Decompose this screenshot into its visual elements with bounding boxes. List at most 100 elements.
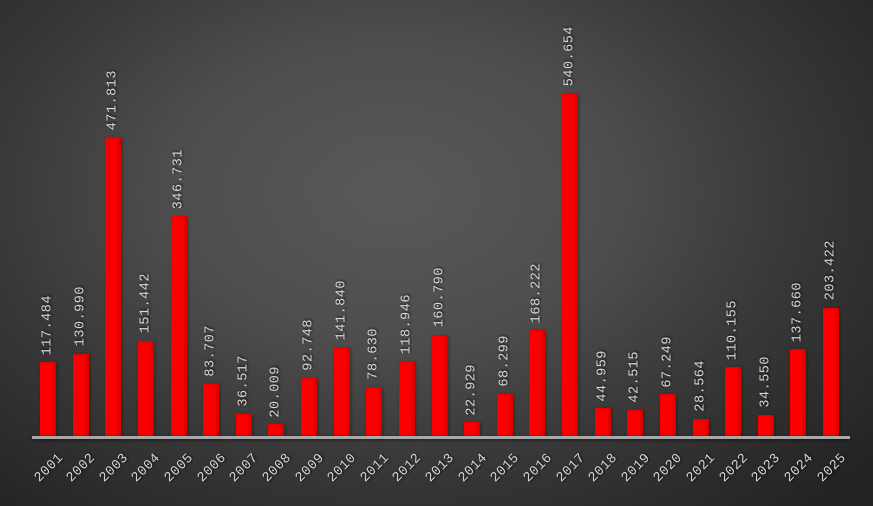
bar-value-label: 83.707	[203, 325, 219, 377]
x-tick-label: 2005	[162, 451, 198, 486]
bar-slot: 67.249	[659, 92, 676, 437]
bar-2010	[333, 346, 350, 437]
bar-2022	[725, 366, 742, 437]
x-tick-label: 2025	[814, 451, 850, 486]
bar-slot: 117.484	[40, 92, 56, 437]
bar-value-label: 203.422	[823, 240, 839, 301]
bar-slot: 22.929	[464, 92, 481, 437]
bar-slot: 141.840	[333, 92, 350, 437]
year-slot: 2015	[488, 438, 523, 506]
year-slot: 2025	[815, 438, 850, 506]
bar-slot: 28.564	[692, 92, 709, 437]
year-slot: 2001	[32, 438, 67, 506]
x-tick-label: 2020	[651, 451, 687, 486]
bar-value-label: 160.790	[432, 267, 447, 328]
bar-slot: 130.990	[72, 92, 89, 437]
x-tick-label: 2018	[586, 451, 622, 486]
bar-slot: 346.731	[170, 92, 187, 437]
x-tick-label: 2023	[749, 451, 785, 486]
bar-value-label: 130.990	[73, 286, 89, 347]
bar-2019	[627, 409, 644, 437]
x-tick-label: 2009	[292, 451, 328, 486]
plot-area: 117.484 130.990 471.813 151.442 346.731 83.70…	[40, 26, 839, 437]
x-tick-label: 2011	[357, 451, 393, 486]
bar-slot: 42.515	[627, 92, 644, 437]
bar-slot: 36.517	[235, 92, 252, 437]
bar-2007	[235, 413, 252, 437]
bar-value-label: 110.155	[725, 299, 741, 360]
bar-2023	[757, 415, 774, 437]
bar-2021	[692, 418, 709, 437]
bar-slot: 160.790	[431, 92, 448, 437]
x-tick-label: 2001	[31, 451, 67, 486]
bar-slot: 83.707	[203, 92, 220, 437]
bar-value-label: 168.222	[529, 262, 545, 323]
year-slot: 2011	[358, 438, 393, 506]
bar-2011	[366, 387, 383, 437]
bar-slot: 92.748	[301, 92, 317, 437]
bar-slot: 471.813	[105, 70, 122, 437]
year-slot: 2016	[521, 438, 556, 506]
year-slot: 2019	[619, 438, 654, 506]
bar-value-label: 92.748	[301, 319, 317, 371]
x-tick-label: 2007	[227, 451, 263, 486]
bar-2020	[659, 394, 676, 437]
bar-value-label: 118.946	[399, 294, 415, 355]
bar-slot: 137.660	[790, 92, 807, 437]
year-slot: 2014	[456, 438, 491, 506]
year-slot: 2004	[130, 438, 165, 506]
x-tick-label: 2002	[64, 451, 100, 486]
bar-2016	[529, 330, 546, 437]
bar-value-label: 36.517	[236, 355, 252, 407]
year-slot: 2017	[554, 438, 589, 506]
year-slot: 2008	[260, 438, 295, 506]
bar-2018	[594, 408, 611, 437]
year-slot: 2013	[423, 438, 458, 506]
bar-slot: 118.946	[398, 92, 415, 437]
bar-value-label: 471.813	[105, 69, 121, 130]
bar-2025	[823, 307, 839, 437]
year-slot: 2003	[97, 438, 132, 506]
bar-2003	[105, 136, 122, 437]
year-slot: 2006	[195, 438, 230, 506]
bar-value-label: 20.009	[268, 365, 284, 418]
x-tick-label: 2019	[618, 451, 654, 486]
x-axis-line	[32, 436, 850, 439]
year-slot: 2021	[684, 438, 719, 506]
bar-2006	[203, 383, 220, 437]
bar-value-label: 346.731	[171, 149, 186, 210]
bar-slot: 44.959	[594, 92, 611, 437]
bar-value-label: 137.660	[790, 282, 806, 343]
bar-2009	[301, 378, 317, 437]
year-slot: 2002	[64, 438, 99, 506]
bar-value-label: 78.630	[366, 328, 382, 380]
x-tick-label: 2017	[553, 451, 589, 486]
year-slot: 2024	[782, 438, 817, 506]
bar-2017	[562, 93, 578, 437]
x-tick-label: 2014	[455, 451, 491, 486]
bar-slot: 34.550	[757, 92, 774, 437]
bar-value-label: 34.550	[758, 356, 774, 408]
bar-slot: 68.299	[496, 92, 513, 437]
bar-2012	[398, 361, 415, 437]
year-slot: 2007	[227, 438, 262, 506]
bar-value-label: 151.442	[138, 273, 154, 334]
year-slot: 2020	[652, 438, 687, 506]
x-tick-label: 2008	[260, 451, 295, 486]
year-slot: 2005	[162, 438, 197, 506]
bar-value-label: 141.840	[334, 279, 350, 340]
bar-value-label: 68.299	[497, 334, 513, 387]
bar-2014	[464, 422, 481, 437]
bar-2001	[40, 362, 56, 437]
year-slot: 2022	[717, 438, 752, 506]
bar-2024	[790, 349, 807, 437]
bar-value-label: 67.249	[660, 335, 676, 388]
x-tick-label: 2024	[782, 451, 817, 486]
bar-slot: 540.654	[562, 26, 578, 437]
bar-slot: 78.630	[366, 92, 383, 437]
bar-value-label: 540.654	[562, 25, 578, 86]
x-tick-label: 2021	[684, 451, 720, 486]
x-tick-label: 2004	[129, 451, 165, 486]
bar-slot: 203.422	[823, 92, 839, 437]
x-tick-label: 2015	[488, 451, 524, 486]
